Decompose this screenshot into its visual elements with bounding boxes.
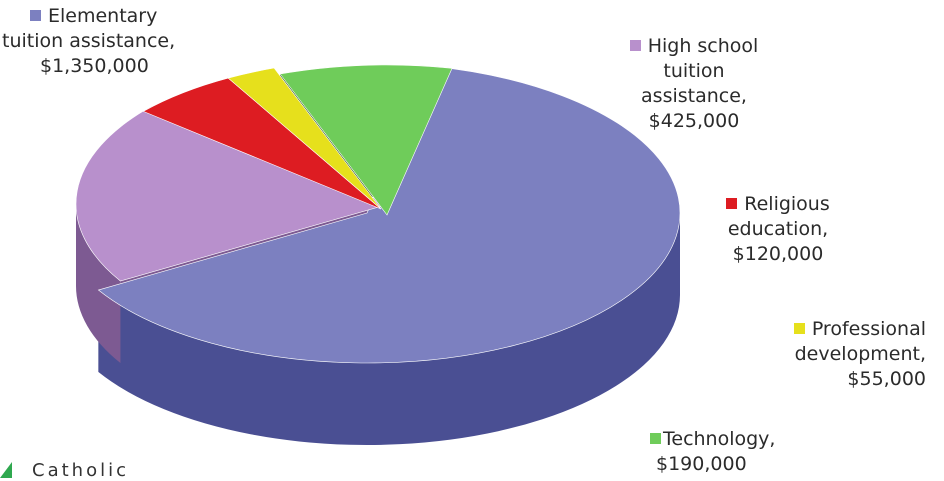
pie-slices [75, 64, 681, 364]
legend-swatch-elementary [30, 10, 41, 21]
label-high-school: High school tuition assistance, $425,000 [614, 34, 774, 134]
footer-brand: Catholic [0, 460, 300, 481]
pie-slice-1 [75, 106, 390, 282]
legend-swatch-high-school [629, 40, 641, 51]
label-religious-education: Religious education, $120,000 [726, 193, 830, 265]
label-professional-development: Professional development, $55,000 [793, 318, 926, 390]
brand-mark-icon [0, 462, 12, 478]
label-elementary: Elementary tuition assistance, $1,350,00… [2, 5, 176, 77]
legend-swatch-religious [726, 198, 738, 209]
legend-swatch-professional [793, 323, 805, 334]
legend-swatch-technology [650, 433, 661, 444]
pie-slice-4 [279, 64, 453, 216]
pie-side-0 [98, 213, 680, 445]
pie-slice-0 [97, 65, 681, 364]
label-technology: Technology, $190,000 [650, 427, 775, 477]
pie-slice-3 [227, 67, 382, 210]
